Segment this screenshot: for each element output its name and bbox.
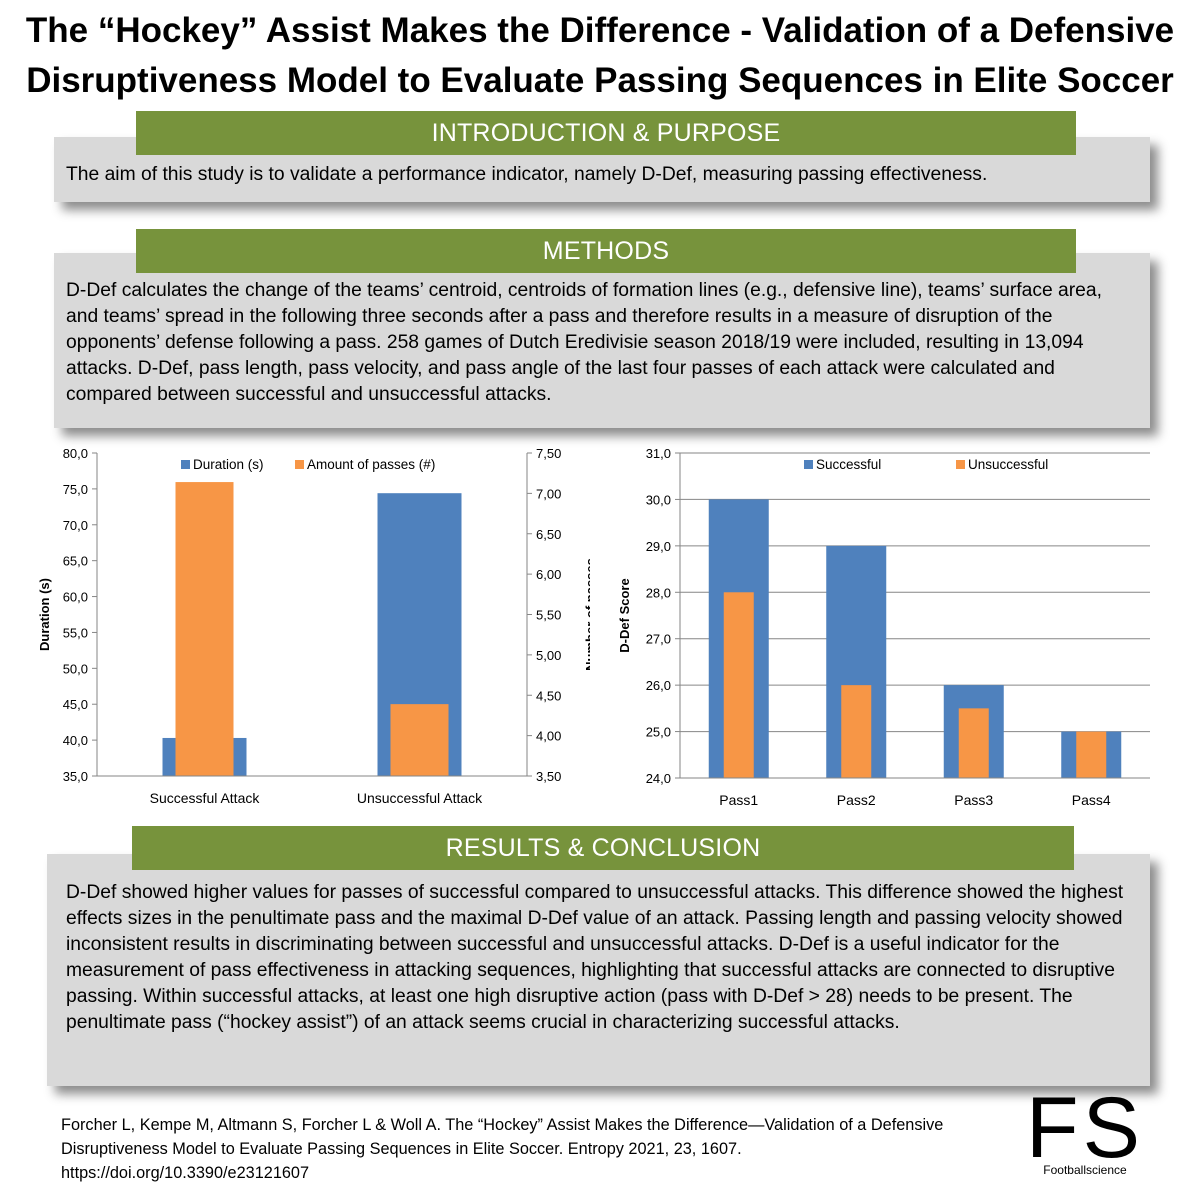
category-label: Pass4 — [1072, 792, 1111, 808]
y-tick-label: 70,0 — [63, 518, 88, 533]
y-tick-label: 31,0 — [646, 446, 671, 461]
y-tick-label: 50,0 — [63, 661, 88, 676]
legend-swatch-duration — [181, 460, 190, 469]
y-tick-label: 60,0 — [63, 590, 88, 605]
category-label: Pass3 — [954, 792, 993, 808]
legend-swatch-successful — [804, 460, 813, 469]
y-tick-label: 24,0 — [646, 771, 671, 786]
category-label: Unsuccessful Attack — [357, 790, 483, 806]
ddef-score-chart: 24,0 25,0 26,0 27,0 28,0 29,0 30,0 31,0 Pass1 Pas… — [617, 446, 1150, 808]
category-label: Pass1 — [719, 792, 758, 808]
legend-swatch-passes — [295, 460, 304, 469]
y-tick-label: 65,0 — [63, 554, 88, 569]
bar-unsuccessful — [1076, 731, 1107, 778]
legend-label-duration: Duration (s) — [193, 457, 264, 472]
y2-tick-label: 6,00 — [536, 567, 561, 582]
intro-text: The aim of this study is to validate a p… — [66, 164, 988, 185]
intro-heading: INTRODUCTION & PURPOSE — [136, 111, 1076, 155]
title-line-1: The “Hockey” Assist Makes the Difference… — [25, 11, 1175, 50]
y2-tick-label: 7,50 — [536, 446, 561, 461]
y-tick-label: 80,0 — [63, 446, 88, 461]
category-label: Pass2 — [837, 792, 876, 808]
y-tick-label: 29,0 — [646, 539, 671, 554]
y-tick-label: 40,0 — [63, 733, 88, 748]
results-text: D-Def showed higher values for passes of… — [66, 882, 1124, 1033]
y-tick-label: 75,0 — [63, 482, 88, 497]
legend-label-unsuccessful: Unsuccessful — [968, 457, 1048, 472]
methods-heading: METHODS — [136, 229, 1076, 273]
y-axis-title: D-Def Score — [617, 578, 632, 652]
duration-passes-chart: 35,0 40,0 45,0 50,0 55,0 60,0 65,0 70,0 75,0 80,0… — [37, 446, 590, 806]
category-label: Successful Attack — [150, 790, 261, 806]
methods-panel — [54, 253, 1150, 428]
citation-text: Forcher L, Kempe M, Altmann S, Forcher L… — [61, 1116, 944, 1158]
footballscience-logo: FS Footballscience — [1010, 1083, 1160, 1185]
y2-tick-label: 6,50 — [536, 527, 561, 542]
y2-tick-label: 7,00 — [536, 486, 561, 501]
results-panel — [47, 854, 1150, 1086]
y-tick-label: 28,0 — [646, 585, 671, 600]
y-tick-label: 25,0 — [646, 725, 671, 740]
bar-unsuccessful — [723, 592, 754, 778]
legend-label-successful: Successful — [816, 457, 881, 472]
methods-text: D-Def calculates the change of the teams… — [66, 280, 1102, 405]
y-axis-title: Duration (s) — [37, 578, 52, 651]
bar-passes — [390, 704, 449, 776]
results-heading: RESULTS & CONCLUSION — [132, 826, 1074, 870]
y-tick-label: 55,0 — [63, 625, 88, 640]
bar-unsuccessful — [958, 708, 989, 778]
y2-tick-label: 5,50 — [536, 608, 561, 623]
y-tick-label: 35,0 — [63, 769, 88, 784]
logo-name: Footballscience — [1043, 1163, 1127, 1177]
y-tick-label: 30,0 — [646, 492, 671, 507]
y2-axis-title: Number of passes — [583, 558, 590, 671]
citation: Forcher L, Kempe M, Altmann S, Forcher L… — [61, 1113, 991, 1185]
bar-unsuccessful — [841, 685, 872, 778]
citation-doi[interactable]: https://doi.org/10.3390/e23121607 — [61, 1164, 310, 1182]
legend-label-passes: Amount of passes (#) — [307, 457, 435, 472]
y-tick-label: 27,0 — [646, 632, 671, 647]
y2-tick-label: 4,00 — [536, 729, 561, 744]
y-tick-label: 45,0 — [63, 697, 88, 712]
title-line-2: Disruptiveness Model to Evaluate Passing… — [26, 61, 1174, 100]
y2-tick-label: 3,50 — [536, 769, 561, 784]
logo-letters: FS — [1026, 1080, 1144, 1176]
bar-passes — [175, 482, 234, 776]
y2-tick-label: 4,50 — [536, 688, 561, 703]
y2-tick-label: 5,00 — [536, 648, 561, 663]
poster-title: The “Hockey” Assist Makes the Difference… — [0, 6, 1200, 106]
y-tick-label: 26,0 — [646, 678, 671, 693]
legend-swatch-unsuccessful — [956, 460, 965, 469]
